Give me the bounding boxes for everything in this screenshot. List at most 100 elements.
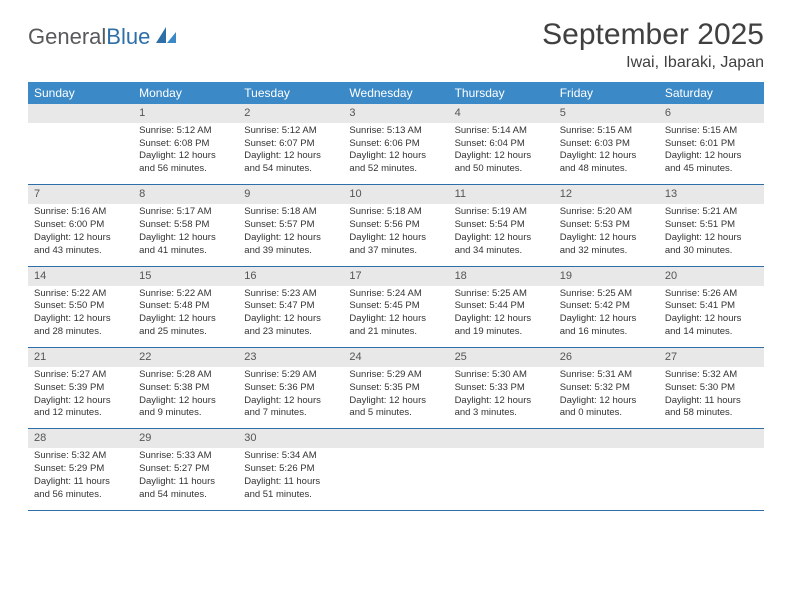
logo-text: GeneralBlue [28, 24, 150, 50]
day-cell-line: Sunset: 6:07 PM [244, 138, 337, 151]
day-cell-line: Daylight: 12 hours [560, 150, 653, 163]
day-number: 19 [554, 266, 659, 285]
day-cell-line: and 7 minutes. [244, 407, 337, 420]
day-number: 7 [28, 185, 133, 204]
day-cell-line: Sunset: 5:36 PM [244, 382, 337, 395]
day-cell-line: Sunrise: 5:14 AM [455, 125, 548, 138]
day-cell-line: Sunrise: 5:29 AM [244, 369, 337, 382]
day-cell-line: Sunset: 5:33 PM [455, 382, 548, 395]
day-content-row: Sunrise: 5:27 AMSunset: 5:39 PMDaylight:… [28, 367, 764, 429]
day-cell-line: Sunrise: 5:27 AM [34, 369, 127, 382]
day-number: 6 [659, 104, 764, 123]
day-cell-line: Sunrise: 5:29 AM [349, 369, 442, 382]
day-number: 15 [133, 266, 238, 285]
day-header: Friday [554, 82, 659, 104]
day-number [554, 429, 659, 448]
day-cell-line: Sunset: 5:44 PM [455, 300, 548, 313]
day-number: 21 [28, 348, 133, 367]
day-cell-line: Sunrise: 5:34 AM [244, 450, 337, 463]
day-number-row: 282930 [28, 429, 764, 448]
day-cell: Sunrise: 5:24 AMSunset: 5:45 PMDaylight:… [343, 286, 448, 348]
day-number: 27 [659, 348, 764, 367]
day-cell-line: Sunset: 6:03 PM [560, 138, 653, 151]
day-cell-line: and 14 minutes. [665, 326, 758, 339]
day-cell-line: Sunset: 5:47 PM [244, 300, 337, 313]
day-cell-line: Daylight: 12 hours [34, 313, 127, 326]
day-number: 16 [238, 266, 343, 285]
day-header-row: Sunday Monday Tuesday Wednesday Thursday… [28, 82, 764, 104]
day-cell: Sunrise: 5:31 AMSunset: 5:32 PMDaylight:… [554, 367, 659, 429]
day-cell-line: and 25 minutes. [139, 326, 232, 339]
day-number: 30 [238, 429, 343, 448]
day-cell: Sunrise: 5:12 AMSunset: 6:07 PMDaylight:… [238, 123, 343, 185]
day-cell: Sunrise: 5:29 AMSunset: 5:35 PMDaylight:… [343, 367, 448, 429]
day-cell-line: and 45 minutes. [665, 163, 758, 176]
day-header: Saturday [659, 82, 764, 104]
day-header: Monday [133, 82, 238, 104]
day-cell: Sunrise: 5:18 AMSunset: 5:57 PMDaylight:… [238, 204, 343, 266]
day-cell: Sunrise: 5:22 AMSunset: 5:50 PMDaylight:… [28, 286, 133, 348]
day-number: 2 [238, 104, 343, 123]
day-cell-line: Daylight: 12 hours [139, 232, 232, 245]
day-cell: Sunrise: 5:33 AMSunset: 5:27 PMDaylight:… [133, 448, 238, 510]
day-cell: Sunrise: 5:19 AMSunset: 5:54 PMDaylight:… [449, 204, 554, 266]
day-number: 20 [659, 266, 764, 285]
day-content-row: Sunrise: 5:16 AMSunset: 6:00 PM Daylight:… [28, 204, 764, 266]
day-number: 3 [343, 104, 448, 123]
day-cell-line: Daylight: 12 hours [139, 150, 232, 163]
day-cell-line: and 12 minutes. [34, 407, 127, 420]
day-cell-line: and 58 minutes. [665, 407, 758, 420]
day-cell: Sunrise: 5:17 AMSunset: 5:58 PMDaylight:… [133, 204, 238, 266]
day-number: 29 [133, 429, 238, 448]
day-number: 22 [133, 348, 238, 367]
day-number: 12 [554, 185, 659, 204]
day-cell-line: Sunrise: 5:24 AM [349, 288, 442, 301]
day-cell-line: and 50 minutes. [455, 163, 548, 176]
day-cell-line: Daylight: 12 hours [560, 395, 653, 408]
day-number-row: 78910111213 [28, 185, 764, 204]
day-number: 23 [238, 348, 343, 367]
day-header: Wednesday [343, 82, 448, 104]
day-header: Sunday [28, 82, 133, 104]
day-cell-line: Sunrise: 5:12 AM [139, 125, 232, 138]
day-cell-line: and 16 minutes. [560, 326, 653, 339]
day-number: 10 [343, 185, 448, 204]
day-number [28, 104, 133, 123]
month-title: September 2025 [542, 18, 764, 52]
day-cell-line: Sunrise: 5:18 AM [349, 206, 442, 219]
day-cell-line: Sunrise: 5:12 AM [244, 125, 337, 138]
day-cell-line: Sunset: 6:00 PM [34, 219, 127, 232]
day-content-row: Sunrise: 5:32 AMSunset: 5:29 PMDaylight:… [28, 448, 764, 510]
day-cell-line: and 30 minutes. [665, 245, 758, 258]
day-cell-line: Sunset: 5:58 PM [139, 219, 232, 232]
day-cell-line: Sunset: 5:32 PM [560, 382, 653, 395]
day-number: 4 [449, 104, 554, 123]
day-cell: Sunrise: 5:27 AMSunset: 5:39 PMDaylight:… [28, 367, 133, 429]
day-cell-line: Daylight: 12 hours [349, 313, 442, 326]
day-cell-line: Daylight: 11 hours [665, 395, 758, 408]
day-cell-line: Sunrise: 5:25 AM [455, 288, 548, 301]
logo: GeneralBlue [28, 18, 178, 50]
day-number-row: 14151617181920 [28, 266, 764, 285]
day-cell-line: Sunrise: 5:18 AM [244, 206, 337, 219]
day-cell-line: Sunrise: 5:22 AM [34, 288, 127, 301]
day-cell [449, 448, 554, 510]
day-cell-line: and 9 minutes. [139, 407, 232, 420]
day-cell-line: Sunrise: 5:22 AM [139, 288, 232, 301]
day-cell-line: Sunrise: 5:13 AM [349, 125, 442, 138]
day-cell-line: Daylight: 12 hours [349, 232, 442, 245]
day-cell [554, 448, 659, 510]
day-number: 17 [343, 266, 448, 285]
day-cell-line: Daylight: 11 hours [139, 476, 232, 489]
day-number: 14 [28, 266, 133, 285]
day-number: 24 [343, 348, 448, 367]
day-number [659, 429, 764, 448]
day-cell-line: Sunrise: 5:19 AM [455, 206, 548, 219]
day-cell-line: Sunrise: 5:16 AM [34, 206, 127, 219]
day-number: 5 [554, 104, 659, 123]
day-cell-line: Sunrise: 5:32 AM [34, 450, 127, 463]
day-cell: Sunrise: 5:18 AMSunset: 5:56 PMDaylight:… [343, 204, 448, 266]
location: Iwai, Ibaraki, Japan [542, 54, 764, 72]
day-cell: Sunrise: 5:14 AMSunset: 6:04 PMDaylight:… [449, 123, 554, 185]
day-cell-line: Daylight: 12 hours [244, 395, 337, 408]
